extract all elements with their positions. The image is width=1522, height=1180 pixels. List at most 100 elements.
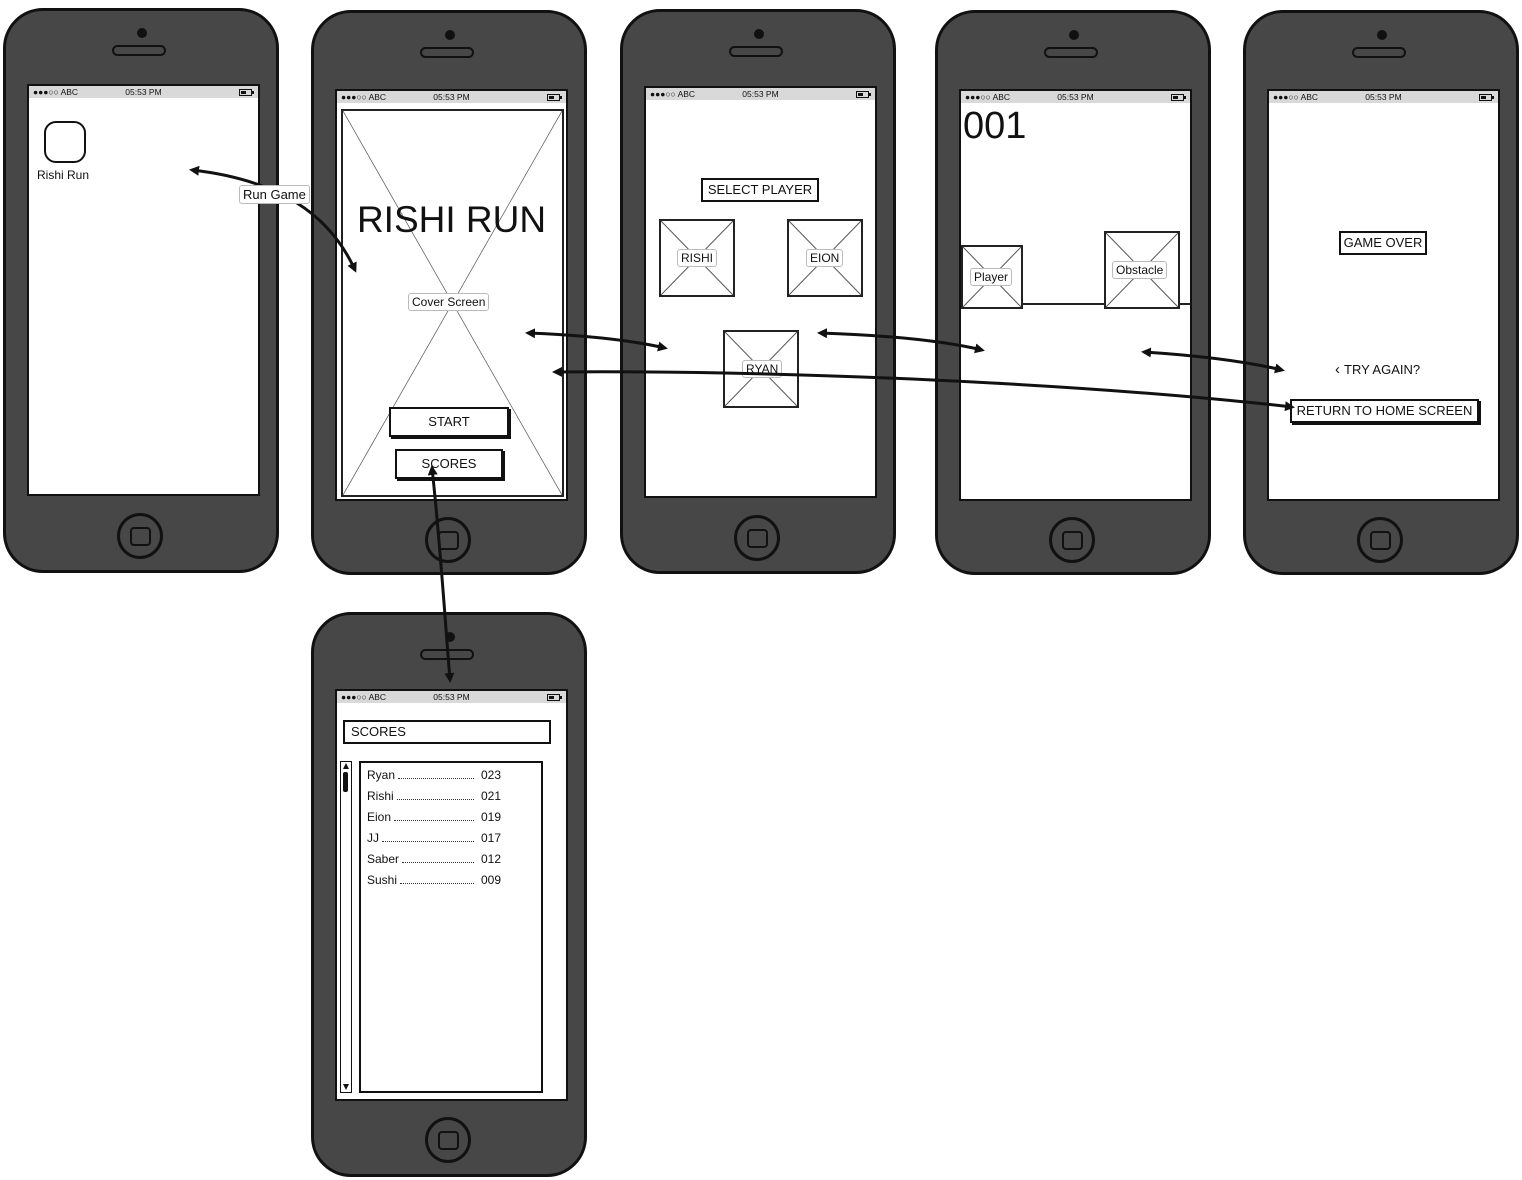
- cover-placeholder-label: Cover Screen: [408, 293, 490, 311]
- list-item: Ryan 023: [367, 764, 501, 785]
- status-bar: ●●●○○ ABC 05:53 PM: [29, 86, 258, 98]
- leader-dots: [400, 875, 474, 884]
- phone-select-player: ●●●○○ ABC 05:53 PM SELECT PLAYER RISHI E…: [620, 9, 896, 574]
- home-button[interactable]: [1049, 517, 1095, 563]
- player-option-rishi[interactable]: RISHI: [659, 219, 735, 297]
- clock: 05:53 PM: [1365, 92, 1402, 102]
- player-label: RISHI: [677, 249, 718, 267]
- leader-dots: [398, 770, 474, 779]
- scores-button[interactable]: SCORES: [395, 449, 503, 479]
- speaker: [420, 649, 474, 660]
- phone-home: ●●●○○ ABC 05:53 PM Rishi Run: [3, 8, 279, 573]
- status-bar: ●●●○○ ABC 05:53 PM: [337, 91, 566, 103]
- phone-scores: ●●●○○ ABC 05:53 PM SCORES Ryan 023 Rishi 0…: [311, 612, 587, 1177]
- carrier: ●●●○○ ABC: [1273, 92, 1319, 102]
- list-item: Sushi 009: [367, 869, 501, 890]
- battery-icon: [547, 694, 562, 701]
- app-label: Rishi Run: [37, 168, 90, 182]
- app-icon[interactable]: [44, 121, 86, 163]
- camera: [1377, 30, 1387, 40]
- clock: 05:53 PM: [125, 87, 162, 97]
- score-name: JJ: [367, 830, 379, 845]
- player-label: EION: [806, 249, 844, 267]
- speaker: [420, 47, 474, 58]
- leader-dots: [394, 812, 474, 821]
- game-over-title: GAME OVER: [1339, 231, 1427, 255]
- player-option-eion[interactable]: EION: [787, 219, 863, 297]
- battery-icon: [239, 89, 254, 96]
- screen-home: ●●●○○ ABC 05:53 PM Rishi Run: [27, 84, 260, 496]
- clock: 05:53 PM: [433, 692, 470, 702]
- screen-cover: ●●●○○ ABC 05:53 PM RISHI RUN Cover Scree…: [335, 89, 568, 501]
- camera: [445, 632, 455, 642]
- score-value: 009: [480, 872, 501, 887]
- obstacle-sprite: Obstacle: [1104, 231, 1180, 309]
- carrier: ●●●○○ ABC: [650, 89, 696, 99]
- leader-dots: [402, 854, 474, 863]
- scroll-up-icon[interactable]: [343, 763, 349, 769]
- camera: [137, 28, 147, 38]
- screen-game-over: ●●●○○ ABC 05:53 PM GAME OVER ‹ TRY AGAIN?…: [1267, 89, 1500, 501]
- home-button[interactable]: [425, 1117, 471, 1163]
- clock: 05:53 PM: [433, 92, 470, 102]
- phone-cover: ●●●○○ ABC 05:53 PM RISHI RUN Cover Scree…: [311, 10, 587, 575]
- clock: 05:53 PM: [742, 89, 779, 99]
- scroll-thumb[interactable]: [343, 772, 348, 792]
- scrollbar[interactable]: [340, 761, 352, 1093]
- home-button[interactable]: [734, 515, 780, 561]
- list-item: JJ 017: [367, 827, 501, 848]
- carrier: ●●●○○ ABC: [341, 692, 387, 702]
- camera: [445, 30, 455, 40]
- speaker: [1044, 47, 1098, 58]
- leader-dots: [396, 791, 474, 800]
- player-sprite: Player: [961, 245, 1023, 309]
- home-button[interactable]: [1357, 517, 1403, 563]
- score-value: 012: [480, 851, 501, 866]
- list-item: Eion 019: [367, 806, 501, 827]
- scores-title: SCORES: [343, 720, 551, 744]
- try-again-link[interactable]: ‹ TRY AGAIN?: [1335, 361, 1420, 378]
- player-sprite-label: Player: [970, 268, 1013, 286]
- score-value: 021: [480, 788, 501, 803]
- status-bar: ●●●○○ ABC 05:53 PM: [337, 691, 566, 703]
- carrier: ●●●○○ ABC: [341, 92, 387, 102]
- battery-icon: [547, 94, 562, 101]
- leader-dots: [382, 833, 474, 842]
- phone-game-over: ●●●○○ ABC 05:53 PM GAME OVER ‹ TRY AGAIN?…: [1243, 10, 1519, 575]
- speaker: [112, 45, 166, 56]
- list-item: Rishi 021: [367, 785, 501, 806]
- home-button[interactable]: [117, 513, 163, 559]
- score-counter: 001: [963, 105, 1027, 147]
- phone-gameplay: ●●●○○ ABC 05:53 PM 001 Player Obstacle: [935, 10, 1211, 575]
- clock: 05:53 PM: [1057, 92, 1094, 102]
- score-value: 019: [480, 809, 501, 824]
- run-game-annotation: Run Game: [239, 185, 310, 204]
- return-home-button[interactable]: RETURN TO HOME SCREEN: [1290, 399, 1479, 423]
- screen-gameplay: ●●●○○ ABC 05:53 PM 001 Player Obstacle: [959, 89, 1192, 501]
- scores-list: Ryan 023 Rishi 021 Eion 019 JJ 017 Saber 012 …: [359, 761, 543, 1093]
- battery-icon: [856, 91, 871, 98]
- obstacle-label: Obstacle: [1112, 261, 1168, 279]
- try-again-label: TRY AGAIN?: [1344, 362, 1421, 377]
- camera: [1069, 30, 1079, 40]
- game-title: RISHI RUN: [356, 199, 547, 240]
- score-name: Rishi: [367, 788, 394, 803]
- start-button[interactable]: START: [389, 407, 509, 437]
- player-label: RYAN: [742, 360, 783, 378]
- battery-icon: [1479, 94, 1494, 101]
- score-name: Sushi: [367, 872, 398, 887]
- score-value: 017: [480, 830, 501, 845]
- screen-scores: ●●●○○ ABC 05:53 PM SCORES Ryan 023 Rishi 0…: [335, 689, 568, 1101]
- status-bar: ●●●○○ ABC 05:53 PM: [1269, 91, 1498, 103]
- carrier: ●●●○○ ABC: [965, 92, 1011, 102]
- home-button[interactable]: [425, 517, 471, 563]
- chevron-left-icon: ‹: [1335, 361, 1340, 378]
- screen-select-player: ●●●○○ ABC 05:53 PM SELECT PLAYER RISHI E…: [644, 86, 877, 498]
- select-player-title: SELECT PLAYER: [701, 178, 819, 202]
- speaker: [1352, 47, 1406, 58]
- list-item: Saber 012: [367, 848, 501, 869]
- score-value: 023: [480, 767, 501, 782]
- status-bar: ●●●○○ ABC 05:53 PM: [961, 91, 1190, 103]
- player-option-ryan[interactable]: RYAN: [723, 330, 799, 408]
- scroll-down-icon[interactable]: [343, 1084, 349, 1090]
